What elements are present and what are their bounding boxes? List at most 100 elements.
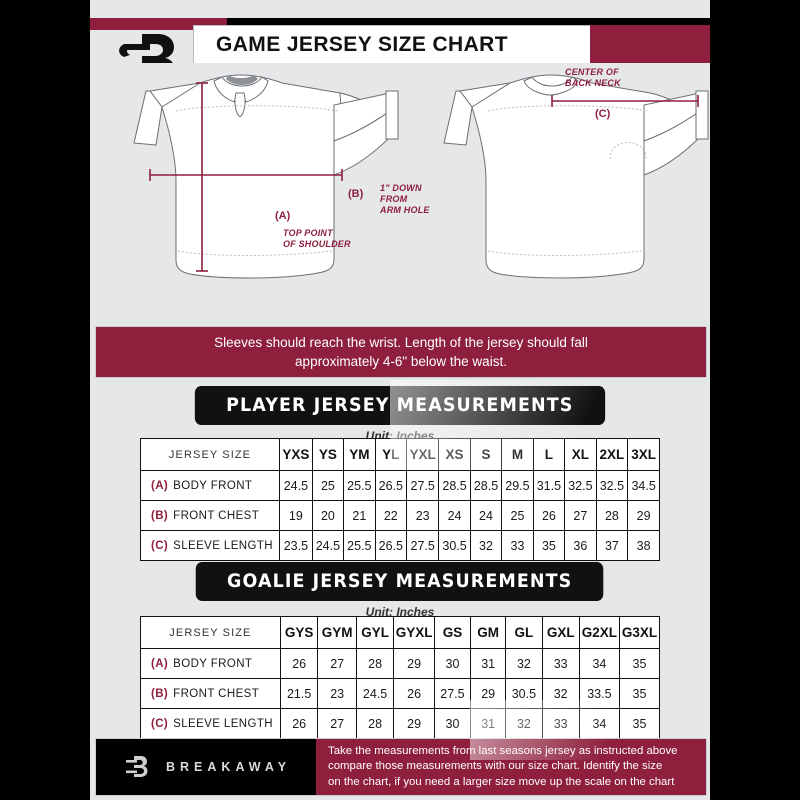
measurement-value: 28	[355, 708, 395, 739]
measurement-value: 29.5	[501, 470, 534, 501]
size-column-header: YXL	[406, 438, 440, 471]
jersey-diagram: (A) TOP POINT OF SHOULDER (B) 1" DOWN FROM…	[90, 63, 710, 321]
measurement-value: 25.5	[343, 470, 376, 501]
measurement-value: 37	[595, 530, 629, 561]
size-column-header: GYM	[317, 616, 357, 649]
size-column-header: GXL	[541, 616, 580, 649]
measurement-label: (B) FRONT CHEST	[140, 678, 281, 709]
goalie-section-header: GOALIE JERSEY MEASUREMENTS Unit: Inches	[90, 562, 710, 619]
measurement-value: 19	[279, 500, 313, 531]
measurement-value: 26.5	[374, 470, 408, 501]
table-row: (A) BODY FRONT 26 27 28 29 30 31 32 33 34 35	[140, 648, 661, 679]
measurement-value: 32.5	[564, 470, 597, 501]
footer-line-3: on the chart, if you need a larger size …	[328, 775, 675, 788]
measurement-value: 38	[627, 530, 660, 561]
measurement-value: 29	[470, 678, 507, 709]
table-row: (B) FRONT CHEST 21.5 23 24.5 26 27.5 29 30.5 32 33…	[140, 678, 661, 709]
footer-instructions: Take the measurements from last seasons …	[316, 739, 706, 795]
measurement-value: 27	[317, 648, 357, 679]
size-column-header: G3XL	[618, 616, 661, 649]
table-row: (B) FRONT CHEST 19 20 21 22 23 24 24 25 26 27 28 29	[139, 500, 660, 531]
measurement-value: 22	[374, 500, 408, 531]
size-column-header: GYS	[279, 616, 319, 649]
measurement-value: 24	[438, 500, 471, 531]
size-column-header: M	[501, 438, 534, 471]
measurement-value: 21	[343, 500, 376, 531]
measurement-value: 24	[469, 500, 503, 531]
measurement-value: 31	[470, 648, 507, 679]
measurement-value: 28	[355, 648, 395, 679]
measurement-value: 33	[541, 708, 580, 739]
size-column-header: GYXL	[393, 616, 435, 649]
banner-line-1: Sleeves should reach the wrist. Length o…	[214, 335, 588, 350]
measurement-value: 35	[618, 678, 661, 709]
size-column-header: XL	[564, 438, 597, 471]
table-row: (C) SLEEVE LENGTH 26 27 28 29 30 31 32 33 34 35	[140, 708, 661, 739]
measurement-value: 29	[393, 708, 435, 739]
footer-brand-name: BREAKAWAY	[166, 760, 292, 774]
size-column-header: YL	[374, 438, 408, 471]
measurement-value: 24.5	[311, 530, 345, 561]
title-accent-block	[590, 25, 710, 63]
measurement-value: 28	[595, 500, 629, 531]
measurement-value: 26	[532, 500, 566, 531]
breakaway-b-logo-icon-small	[122, 754, 152, 780]
table-header-row: JERSEY SIZE GYS GYM GYL GYXL GS GM GL GXL G2XL G3X…	[140, 616, 661, 649]
measurement-value: 33	[501, 530, 534, 561]
page-title-text: GAME JERSEY SIZE CHART	[216, 33, 508, 56]
jersey-size-header: JERSEY SIZE	[140, 616, 281, 649]
measurement-label: (C) SLEEVE LENGTH	[140, 708, 281, 739]
measurement-value: 23	[317, 678, 357, 709]
measurement-value: 32.5	[595, 470, 629, 501]
measurement-label: (C) SLEEVE LENGTH	[139, 530, 281, 561]
measurement-value: 25	[501, 500, 534, 531]
measurement-value: 32	[505, 708, 543, 739]
measurement-value: 36	[564, 530, 597, 561]
measurement-value: 20	[311, 500, 345, 531]
measurement-value: 26	[393, 678, 435, 709]
measurement-value: 30	[433, 708, 472, 739]
measurement-value: 25	[311, 470, 345, 501]
footer-line-2: compare those measurements with our size…	[328, 760, 663, 773]
front-label-b: (B)	[348, 188, 364, 200]
measurement-value: 32	[469, 530, 503, 561]
player-section-header: PLAYER JERSEY MEASUREMENTS Unit: Inches	[90, 386, 710, 443]
goalie-section-title: GOALIE JERSEY MEASUREMENTS	[196, 562, 604, 601]
measurement-value: 24.5	[279, 470, 313, 501]
player-section-title: PLAYER JERSEY MEASUREMENTS	[195, 386, 605, 425]
measurement-value: 30.5	[438, 530, 471, 561]
size-column-header: 3XL	[627, 438, 660, 471]
measurement-value: 28.5	[438, 470, 471, 501]
measurement-value: 34	[578, 708, 620, 739]
measurement-value: 34	[578, 648, 620, 679]
measurement-value: 29	[393, 648, 435, 679]
measurement-value: 30.5	[505, 678, 543, 709]
size-column-header: S	[469, 438, 503, 471]
measurement-value: 24.5	[355, 678, 395, 709]
chart-sheet: GAME JERSEY SIZE CHART	[90, 0, 710, 800]
jersey-size-header: JERSEY SIZE	[139, 438, 281, 471]
measurement-value: 26	[279, 708, 319, 739]
measurement-value: 25.5	[343, 530, 376, 561]
measurement-value: 32	[541, 678, 580, 709]
footer-brand: BREAKAWAY	[96, 739, 316, 795]
measurement-value: 26	[279, 648, 319, 679]
measurement-value: 27.5	[433, 678, 472, 709]
measurement-value: 31.5	[532, 470, 566, 501]
measurement-value: 35	[618, 648, 661, 679]
size-column-header: YS	[311, 438, 345, 471]
measurement-value: 33.5	[578, 678, 620, 709]
size-column-header: GYL	[355, 616, 395, 649]
measurement-value: 23.5	[279, 530, 313, 561]
measurement-label: (B) FRONT CHEST	[139, 500, 281, 531]
measurement-value: 29	[627, 500, 660, 531]
measurement-label: (A) BODY FRONT	[139, 470, 281, 501]
banner-line-2: approximately 4-6" below the waist.	[295, 354, 507, 369]
size-column-header: GL	[505, 616, 543, 649]
measurement-label: (A) BODY FRONT	[140, 648, 281, 679]
footer-bar: BREAKAWAY Take the measurements from las…	[95, 738, 707, 796]
front-note-b: 1" DOWN FROM ARM HOLE	[380, 183, 430, 215]
table-row: (A) BODY FRONT 24.5 25 25.5 26.5 27.5 28.5 28.5 2…	[139, 470, 660, 501]
size-column-header: 2XL	[595, 438, 629, 471]
back-note-c: CENTER OF BACK NECK	[565, 67, 621, 88]
